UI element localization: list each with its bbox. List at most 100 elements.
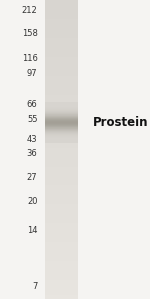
Bar [45, 117, 78, 118]
Bar [45, 132, 78, 136]
Bar [45, 155, 78, 159]
Bar [45, 87, 78, 91]
Bar [45, 144, 78, 148]
Bar [45, 45, 78, 49]
Bar [45, 295, 78, 299]
Text: 55: 55 [27, 115, 38, 124]
Text: 212: 212 [22, 5, 38, 15]
Bar [45, 53, 78, 57]
Text: 158: 158 [22, 29, 38, 38]
Bar [45, 115, 78, 116]
Bar [45, 123, 78, 124]
Bar [45, 108, 78, 109]
Bar [45, 140, 78, 141]
Bar [45, 68, 78, 72]
Bar [45, 4, 78, 7]
Text: 66: 66 [27, 100, 38, 109]
Bar [45, 174, 78, 178]
Bar [45, 106, 78, 107]
Bar [45, 83, 78, 87]
Bar [45, 131, 78, 132]
Bar [45, 72, 78, 76]
Bar [45, 276, 78, 280]
Bar [45, 42, 78, 45]
Bar [45, 102, 78, 103]
Bar [45, 103, 78, 104]
Bar [45, 212, 78, 216]
Bar [45, 107, 78, 108]
Bar [45, 110, 78, 111]
Bar [45, 235, 78, 238]
Bar [45, 124, 78, 125]
Bar [45, 30, 78, 34]
Bar [45, 104, 78, 105]
Bar [45, 129, 78, 130]
Bar [45, 132, 78, 133]
Bar [45, 170, 78, 174]
Bar [45, 128, 78, 129]
Bar [45, 114, 78, 115]
Bar [45, 7, 78, 11]
Bar [45, 102, 78, 106]
Bar [45, 288, 78, 292]
Bar [45, 57, 78, 61]
Bar [45, 219, 78, 223]
Bar [45, 19, 78, 23]
Bar [45, 119, 78, 120]
Bar [45, 167, 78, 170]
Bar [45, 231, 78, 235]
Bar [45, 27, 78, 30]
Text: 43: 43 [27, 135, 38, 144]
Bar [45, 257, 78, 261]
Bar [45, 242, 78, 246]
Bar [45, 238, 78, 242]
Bar [45, 254, 78, 257]
Bar [45, 106, 78, 110]
Bar [45, 197, 78, 201]
Bar [45, 98, 78, 102]
Bar [45, 116, 78, 117]
Bar [45, 122, 78, 123]
Text: 97: 97 [27, 69, 38, 78]
Bar [45, 139, 78, 140]
Bar [45, 34, 78, 38]
Text: 7: 7 [32, 282, 38, 291]
Bar [45, 216, 78, 219]
Text: 116: 116 [22, 54, 38, 63]
Bar [45, 261, 78, 265]
Bar [45, 136, 78, 140]
Text: 27: 27 [27, 173, 38, 182]
Bar [45, 126, 78, 127]
Bar [45, 130, 78, 131]
Bar [45, 61, 78, 64]
Bar [45, 223, 78, 227]
Bar [45, 134, 78, 135]
Bar [45, 246, 78, 250]
Bar [45, 159, 78, 163]
Bar [45, 142, 78, 143]
Bar [45, 137, 78, 138]
Bar [45, 11, 78, 15]
Bar [45, 151, 78, 155]
Bar [45, 121, 78, 125]
Bar [45, 182, 78, 185]
Bar [45, 118, 78, 119]
Bar [45, 178, 78, 182]
Bar [45, 49, 78, 53]
Text: 14: 14 [27, 226, 38, 235]
Bar [45, 129, 78, 132]
Bar [45, 91, 78, 94]
Bar [45, 193, 78, 197]
Bar [45, 105, 78, 106]
Bar [45, 272, 78, 276]
Bar [45, 227, 78, 231]
Bar [45, 140, 78, 144]
Bar [45, 112, 78, 113]
Bar [45, 138, 78, 139]
Bar [45, 125, 78, 129]
Bar [45, 133, 78, 134]
Bar [45, 148, 78, 151]
Text: 36: 36 [27, 150, 38, 158]
Bar [45, 38, 78, 42]
Bar [45, 135, 78, 136]
